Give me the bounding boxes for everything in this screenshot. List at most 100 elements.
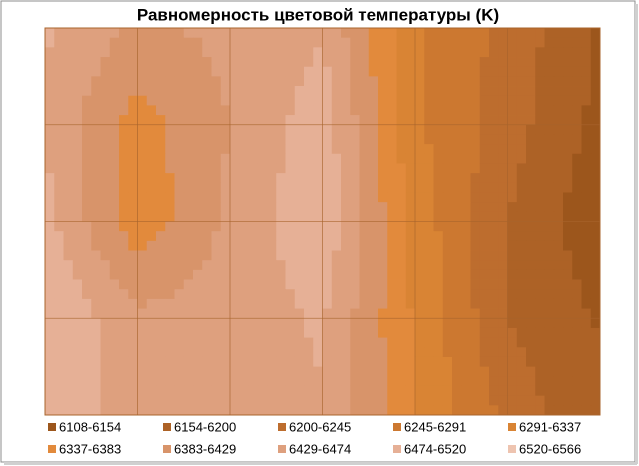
contour-cell [544, 134, 555, 145]
contour-cell [193, 327, 203, 338]
contour-cell [267, 221, 277, 232]
contour-cell [590, 134, 601, 145]
contour-cell [553, 105, 564, 116]
contour-cell [498, 124, 508, 135]
contour-cell [156, 86, 166, 97]
contour-cell [341, 376, 351, 387]
contour-cell [479, 163, 490, 174]
contour-cell [285, 289, 296, 300]
contour-cell [137, 318, 148, 329]
contour-cell [146, 347, 157, 358]
contour-cell [479, 395, 490, 406]
contour-cell [174, 95, 185, 106]
contour-cell [239, 28, 249, 39]
contour-cell [424, 86, 434, 97]
contour-cell [350, 327, 360, 338]
contour-cell [516, 318, 527, 329]
legend-label: 6291-6337 [519, 419, 581, 434]
contour-cell [479, 250, 490, 261]
contour-cell [590, 269, 601, 280]
contour-cell [137, 395, 148, 406]
contour-cell [563, 47, 573, 58]
contour-cell [285, 182, 296, 193]
contour-cell [211, 279, 222, 290]
contour-cell [285, 327, 296, 338]
contour-cell [544, 173, 555, 184]
contour-cell [248, 327, 259, 338]
contour-cell [553, 347, 564, 358]
contour-cell [396, 192, 407, 203]
contour-cell [442, 231, 453, 242]
contour-cell [285, 356, 296, 368]
contour-cell [285, 57, 296, 68]
contour-cell [220, 182, 231, 193]
contour-cell [424, 289, 434, 300]
contour-cell [498, 260, 508, 271]
contour-cell [276, 269, 286, 280]
contour-cell [119, 318, 129, 329]
contour-cell [165, 134, 175, 145]
contour-cell [294, 211, 305, 222]
contour-cell [119, 66, 129, 77]
contour-cell [331, 86, 342, 97]
contour-cell [544, 385, 555, 397]
contour-cell [563, 298, 573, 309]
contour-cell [341, 327, 351, 338]
contour-cell [470, 163, 481, 174]
contour-cell [239, 376, 249, 387]
contour-cell [378, 115, 388, 126]
contour-cell [489, 192, 499, 203]
contour-cell [156, 395, 166, 406]
contour-cell [350, 47, 360, 58]
contour-cell [128, 37, 138, 48]
contour-cell [128, 347, 138, 358]
contour-cell [146, 308, 157, 319]
contour-cell [590, 115, 601, 126]
contour-cell [350, 173, 360, 184]
contour-cell [526, 211, 536, 222]
contour-cell [331, 318, 342, 329]
contour-cell [82, 134, 92, 145]
contour-cell [165, 318, 175, 329]
contour-cell [109, 28, 120, 39]
contour-cell [146, 182, 157, 193]
contour-cell [535, 231, 545, 242]
contour-cell [165, 37, 175, 48]
contour-cell [331, 124, 342, 135]
contour-cell [489, 260, 499, 271]
contour-cell [54, 37, 64, 48]
contour-cell [72, 153, 83, 164]
contour-cell [544, 231, 555, 242]
contour-cell [63, 366, 74, 377]
contour-cell [304, 298, 314, 309]
contour-cell [165, 47, 175, 58]
contour-cell [470, 231, 481, 242]
contour-cell [581, 269, 592, 280]
contour-cell [442, 86, 453, 97]
contour-cell [183, 37, 194, 48]
contour-cell [63, 405, 74, 416]
contour-cell [526, 385, 536, 397]
contour-cell [128, 327, 138, 338]
contour-cell [230, 153, 240, 164]
contour-cell [146, 279, 157, 290]
contour-cell [45, 347, 55, 358]
contour-cell [72, 163, 83, 174]
contour-cell [285, 308, 296, 319]
contour-cell [276, 144, 286, 155]
contour-cell [285, 115, 296, 126]
contour-cell [128, 134, 138, 145]
contour-cell [572, 356, 582, 368]
contour-cell [54, 163, 64, 174]
contour-cell [193, 231, 203, 242]
contour-cell [45, 115, 55, 126]
contour-cell [137, 240, 148, 251]
contour-cell [211, 86, 222, 97]
contour-cell [442, 405, 453, 416]
contour-cell [239, 308, 249, 319]
contour-cell [193, 337, 203, 348]
contour-cell [470, 318, 481, 329]
contour-cell [442, 182, 453, 193]
contour-cell [54, 337, 64, 348]
contour-cell [433, 173, 444, 184]
